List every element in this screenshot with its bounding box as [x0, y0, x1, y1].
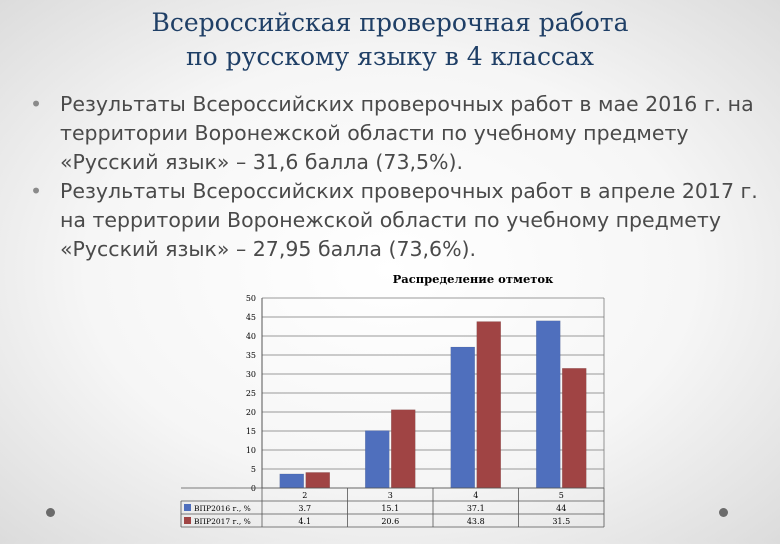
- bar: [562, 368, 587, 489]
- y-tick-label: 50: [246, 294, 256, 303]
- category-label: 2: [302, 491, 307, 500]
- bullet-marker: •: [30, 179, 43, 203]
- bullet-item: • Результаты Всероссийских проверочных р…: [30, 177, 765, 264]
- y-tick-label: 15: [246, 427, 256, 436]
- data-label: 15.1: [381, 504, 399, 513]
- category-label: 4: [473, 491, 478, 500]
- slide-title: Всероссийская проверочная работа по русс…: [0, 6, 780, 74]
- legend-swatch: [184, 517, 191, 524]
- y-tick-label: 0: [251, 484, 256, 493]
- bar: [365, 430, 390, 489]
- data-label: 3.7: [298, 504, 311, 513]
- y-tick-label: 40: [246, 332, 256, 341]
- bar: [279, 473, 304, 489]
- data-label: 31.5: [552, 517, 570, 526]
- bullet-list: • Результаты Всероссийских проверочных р…: [30, 90, 765, 264]
- data-label: 20.6: [381, 517, 399, 526]
- prev-slide-button[interactable]: [46, 508, 55, 517]
- bullet-item: • Результаты Всероссийских проверочных р…: [30, 90, 765, 177]
- bar: [536, 320, 561, 489]
- next-slide-button[interactable]: [719, 508, 728, 517]
- bar: [476, 321, 501, 489]
- y-tick-label: 45: [246, 313, 256, 322]
- y-tick-label: 30: [246, 370, 256, 379]
- slide-title-line2: по русскому языку в 4 классах: [185, 42, 595, 71]
- legend-label: ВПР2017 г., %: [194, 517, 251, 526]
- chart-title: Распределение отметок: [393, 272, 554, 286]
- y-tick-label: 5: [251, 465, 256, 474]
- bullet-text: Результаты Всероссийских проверочных раб…: [60, 92, 754, 174]
- legend-label: ВПР2016 г., %: [194, 504, 251, 513]
- category-label: 3: [388, 491, 393, 500]
- y-tick-label: 10: [246, 446, 256, 455]
- bar: [305, 472, 330, 489]
- bullet-text: Результаты Всероссийских проверочных раб…: [60, 179, 758, 261]
- data-label: 4.1: [298, 517, 311, 526]
- data-label: 44: [556, 504, 566, 513]
- data-label: 43.8: [467, 517, 485, 526]
- y-tick-label: 35: [246, 351, 256, 360]
- slide-title-line1: Всероссийская проверочная работа: [151, 8, 629, 37]
- y-tick-label: 20: [246, 408, 256, 417]
- bar: [450, 346, 475, 489]
- legend-swatch: [184, 504, 191, 511]
- bullet-marker: •: [30, 92, 43, 116]
- data-label: 37.1: [467, 504, 485, 513]
- y-tick-label: 25: [246, 389, 256, 398]
- bar: [391, 409, 416, 489]
- category-label: 5: [559, 491, 564, 500]
